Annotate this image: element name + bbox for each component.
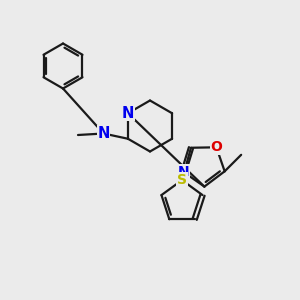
Text: S: S [177,173,187,187]
Text: N: N [97,126,110,141]
Text: N: N [122,106,134,121]
Text: N: N [178,165,189,179]
Text: O: O [211,140,222,154]
